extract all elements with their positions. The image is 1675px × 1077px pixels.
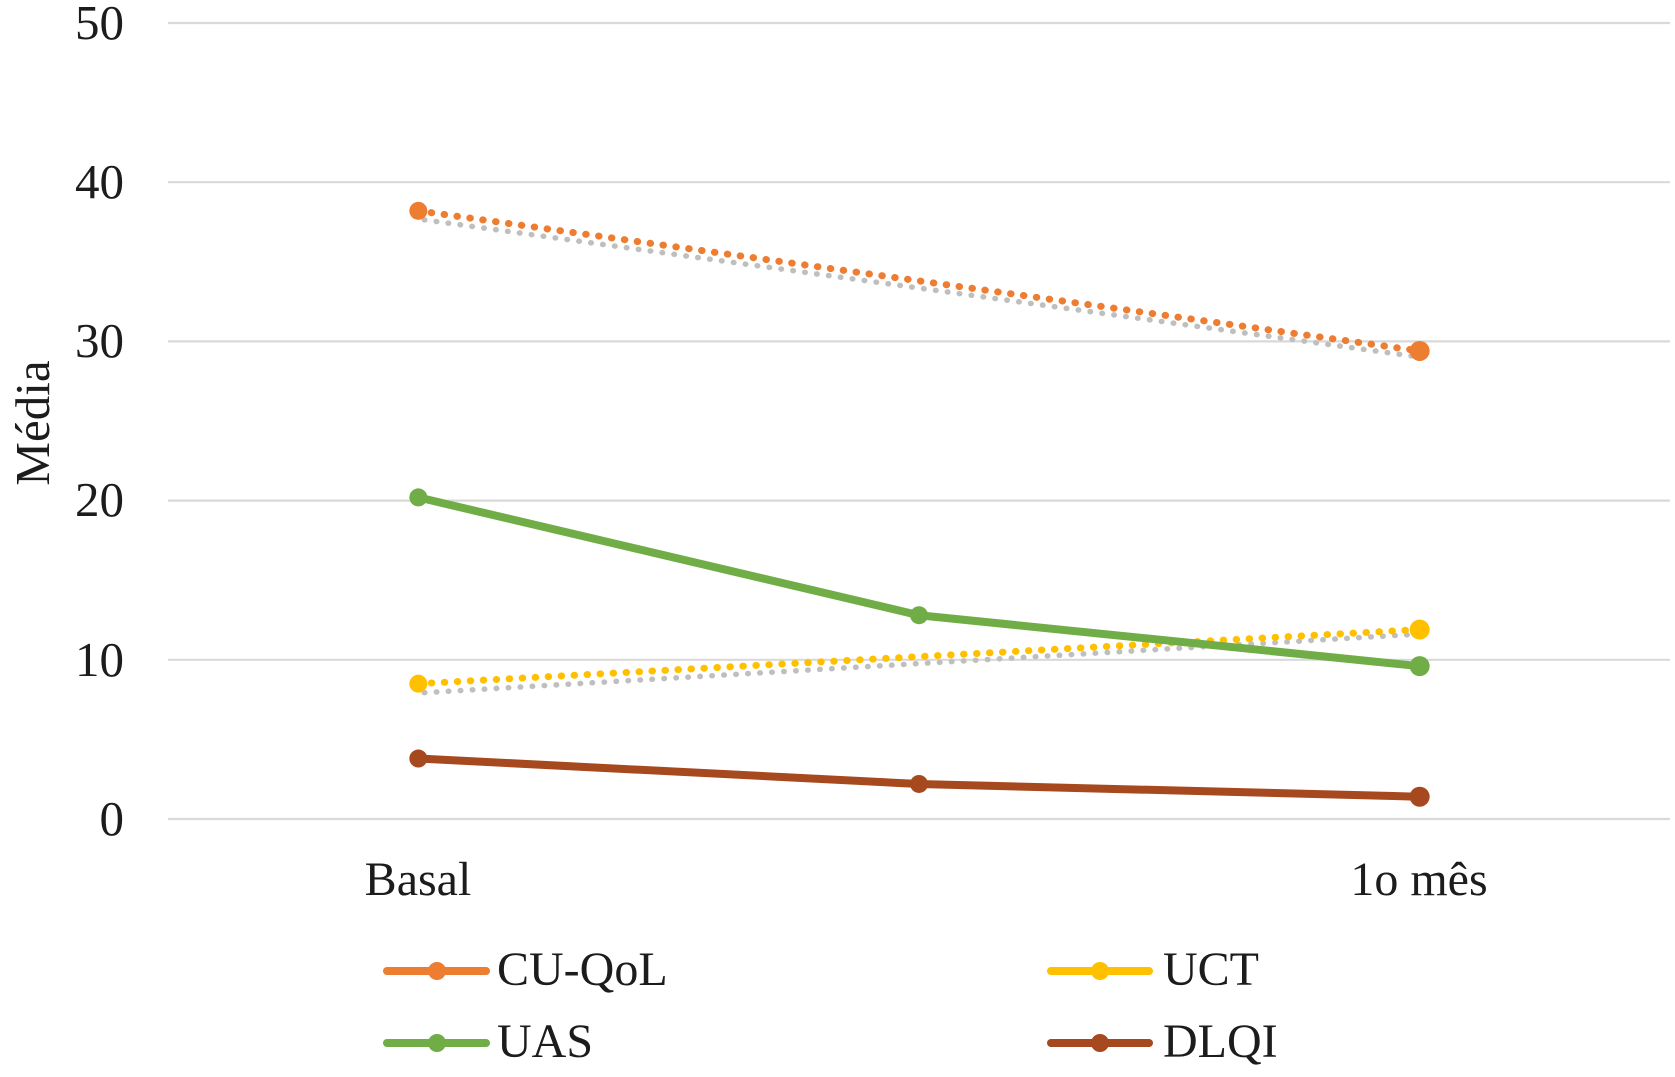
legend-label-cu-qol: CU-QoL	[497, 943, 668, 996]
legend-label-uct: UCT	[1163, 943, 1259, 996]
x-label-1o-mes: 1o mês	[1350, 853, 1488, 906]
legend-swatch-uct	[1047, 962, 1153, 980]
legend-swatch-cu-qol	[383, 962, 490, 980]
legend-swatch-uas	[383, 1034, 490, 1052]
legend-marker-dot-icon	[427, 1034, 446, 1052]
legend-marker-dot-icon	[427, 962, 446, 980]
x-label-basal: Basal	[364, 853, 472, 906]
y-tick-10: 10	[75, 632, 124, 687]
y-tick-40: 40	[75, 154, 124, 209]
legend-label-dlqi: DLQI	[1163, 1015, 1278, 1068]
legend-label-uas: UAS	[497, 1015, 594, 1068]
y-tick-0: 0	[99, 791, 125, 846]
legend-marker-dot-icon	[1091, 1034, 1109, 1052]
legend-swatch-dlqi	[1047, 1034, 1153, 1052]
legend-marker-dot-icon	[1091, 962, 1109, 980]
y-tick-30: 30	[75, 313, 124, 368]
y-tick-50: 50	[75, 0, 124, 50]
y-tick-20: 20	[75, 472, 124, 527]
